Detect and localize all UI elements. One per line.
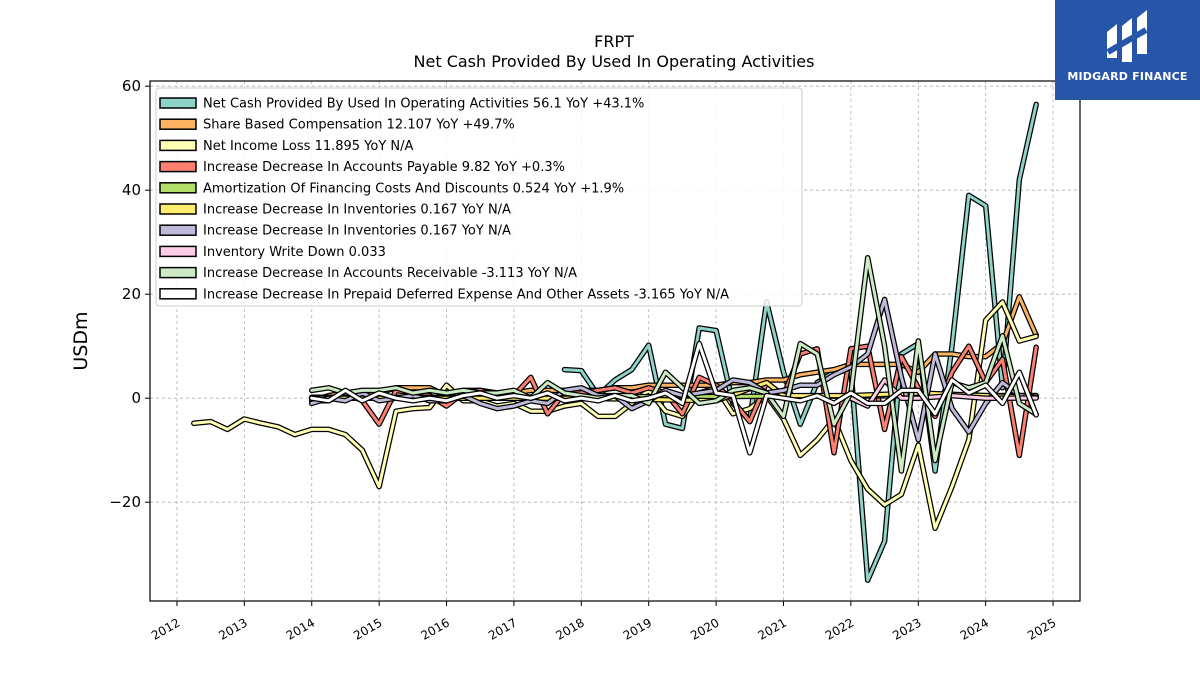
legend-swatch [159,245,197,258]
x-tick-label: 2012 [149,615,182,642]
midgard-logo: MIDGARD FINANCE [1055,0,1200,100]
series-line [563,102,1038,582]
y-tick-label: −20 [109,493,141,511]
plot-frame [149,80,1081,602]
x-tick-label: 2016 [419,615,452,642]
legend-swatch [159,160,197,173]
legend-label: Net Income Loss 11.895 YoY N/A [203,139,414,154]
x-tick-label: 2018 [553,615,586,642]
y-tick-label: 60 [122,77,141,95]
chart-subtitle: Net Cash Provided By Used In Operating A… [414,52,815,71]
y-tick-label: 0 [131,389,141,407]
x-tick-label: 2023 [890,615,923,642]
legend-swatch [159,97,197,109]
legend-swatch [159,224,197,236]
legend-swatch [159,182,197,194]
legend-swatch [159,139,197,152]
x-tick-label: 2017 [486,615,519,642]
legend-swatch [159,288,197,300]
legend-label: Inventory Write Down 0.033 [203,245,386,260]
series-line [310,256,1038,473]
x-tick-label: 2019 [621,615,654,642]
legend-label: Amortization Of Financing Costs And Disc… [203,181,624,196]
legend-swatch [159,118,197,130]
series-line [310,342,1038,455]
x-tick-label: 2022 [823,615,856,642]
y-axis-label: USDm [70,311,92,370]
chart-title: FRPT [594,32,634,51]
y-tick-label: 20 [122,285,141,303]
legend-label: Increase Decrease In Accounts Receivable… [203,266,577,281]
x-tick-label: 2014 [284,615,317,642]
legend-swatch [159,266,197,279]
legend-label: Share Based Compensation 12.107 YoY +49.… [203,118,515,133]
x-tick-label: 2025 [1025,615,1058,642]
y-tick-label: 40 [122,181,141,199]
legend-label: Increase Decrease In Prepaid Deferred Ex… [203,287,729,302]
x-tick-label: 2015 [351,615,384,642]
legend-label: Increase Decrease In Inventories 0.167 Y… [203,224,511,239]
series-lines [191,101,1039,583]
series-line [192,300,1038,530]
legend-box [155,87,803,307]
x-tick-label: 2021 [756,615,789,642]
legend-label: Increase Decrease In Inventories 0.167 Y… [203,203,511,218]
x-tick-label: 2024 [958,615,991,642]
legend-swatch [159,203,197,215]
x-tick-label: 2013 [216,615,249,642]
midgard-logo-icon [1106,10,1148,62]
x-tick-label: 2020 [688,615,721,642]
legend: Net Cash Provided By Used In Operating A… [155,87,803,307]
legend-label: Increase Decrease In Accounts Payable 9.… [203,160,565,175]
logo-text: MIDGARD FINANCE [1067,70,1188,83]
legend-label: Net Cash Provided By Used In Operating A… [203,97,644,112]
